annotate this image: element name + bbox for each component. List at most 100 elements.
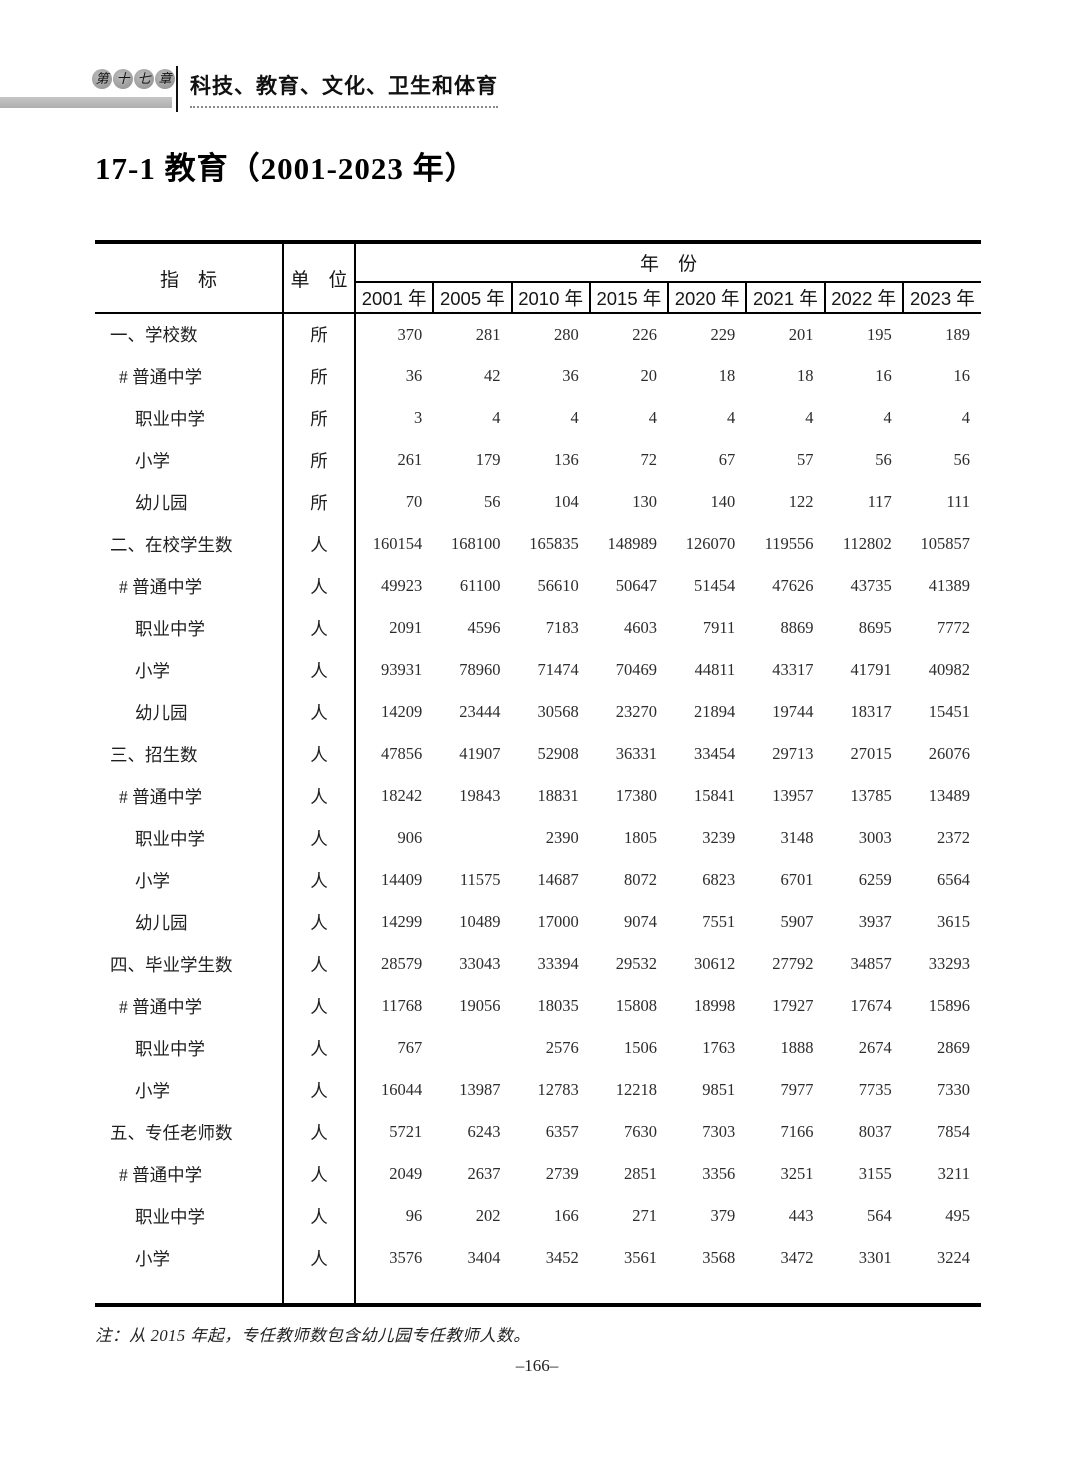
page-number: –166–: [515, 1356, 559, 1375]
row-indicator: 职业中学: [95, 1027, 284, 1069]
row-value: 4: [961, 408, 971, 427]
row-unit: 人: [283, 1027, 356, 1069]
row-value: 126070: [685, 534, 736, 553]
row-unit: 所: [283, 313, 356, 355]
row-value: 19744: [772, 702, 814, 721]
row-value: 7183: [545, 618, 579, 637]
row-value: 906: [397, 828, 423, 847]
row-value: 17380: [615, 786, 657, 805]
row-value: 3003: [858, 828, 892, 847]
row-value: 9851: [702, 1080, 736, 1099]
row-value: 56: [953, 450, 971, 469]
row-value: 15896: [928, 996, 971, 1015]
row-value: 15841: [694, 786, 736, 805]
row-value: 13785: [850, 786, 892, 805]
row-value: 57: [797, 450, 814, 469]
row-value: 6823: [702, 870, 736, 889]
row-value: 7854: [937, 1122, 971, 1141]
row-value: 72: [640, 450, 658, 469]
row-value: 41389: [928, 576, 971, 595]
row-value: 4596: [467, 618, 501, 637]
row-indicator: # 普通中学: [95, 1153, 284, 1195]
row-value: 261: [397, 450, 423, 469]
row-value: 3: [414, 408, 423, 427]
row-unit: 人: [283, 859, 356, 901]
row-value: 3211: [937, 1164, 971, 1183]
row-value: 18: [718, 366, 736, 385]
row-value: 5721: [389, 1122, 423, 1141]
row-indicator: 五、专任老师数: [95, 1111, 284, 1153]
row-value: 56: [875, 450, 892, 469]
col-header-year: 2001 年: [355, 282, 434, 314]
row-indicator: 幼儿园: [95, 691, 284, 733]
row-value: 3568: [702, 1248, 736, 1267]
row-value: 4: [492, 408, 501, 427]
chapter-divider: [176, 66, 178, 112]
row-value: 78960: [459, 660, 501, 679]
table-row: 小学人 93931 78960 71474 70469 44811 43317 41791 40…: [95, 649, 981, 691]
row-unit: 人: [283, 523, 356, 565]
row-indicator: 二、在校学生数: [95, 523, 284, 565]
row-value: 2739: [545, 1164, 579, 1183]
row-value: 34857: [850, 954, 892, 973]
table-row: # 普通中学人 18242 19843 18831 17380 15841 13957 137…: [95, 775, 981, 817]
row-value: 160154: [372, 534, 423, 553]
row-value: 16044: [381, 1080, 423, 1099]
row-value: 8695: [858, 618, 892, 637]
row-value: 33394: [537, 954, 579, 973]
row-value: 12218: [615, 1080, 657, 1099]
row-unit: 人: [283, 985, 356, 1027]
row-value: [433, 817, 511, 859]
row-value: 136: [554, 450, 579, 469]
row-value: 202: [475, 1206, 501, 1225]
row-value: 23444: [459, 702, 501, 721]
row-value: 14409: [381, 870, 423, 889]
row-value: 7911: [702, 618, 736, 637]
row-value: 36: [562, 366, 579, 385]
row-unit: 人: [283, 649, 356, 691]
row-value: 6701: [780, 870, 814, 889]
row-value: 18242: [381, 786, 423, 805]
row-value: 13957: [772, 786, 814, 805]
row-unit: 人: [283, 775, 356, 817]
row-value: 6357: [545, 1122, 579, 1141]
row-value: 41791: [850, 660, 892, 679]
table-row: # 普通中学所 36 42 36 20 18 18 16 16: [95, 355, 981, 397]
row-value: 3472: [780, 1248, 814, 1267]
row-value: 15451: [928, 702, 971, 721]
table-row: 幼儿园所 70 56 104 130 140 122 117 111: [95, 481, 981, 523]
year-header-row: 2001 年 2005 年 2010 年 2015 年 2020 年 2021 年 2022…: [95, 282, 982, 314]
row-unit: 人: [283, 1195, 356, 1237]
page-title: 17-1 教育（2001-2023 年）: [95, 151, 477, 186]
row-value: 33293: [928, 954, 971, 973]
row-value: 7735: [858, 1080, 892, 1099]
row-value: 15808: [615, 996, 657, 1015]
row-value: 8869: [780, 618, 814, 637]
row-indicator: 幼儿园: [95, 901, 284, 943]
table-row: 五、专任老师数人 5721 6243 6357 7630 7303 7166 8037 7854: [95, 1111, 981, 1153]
header-row-top: 指 标 单 位 年 份: [95, 242, 982, 314]
row-value: 29532: [615, 954, 657, 973]
row-value: 4: [648, 408, 657, 427]
row-value: 7630: [624, 1122, 657, 1141]
row-unit: 所: [283, 397, 356, 439]
row-value: 9074: [624, 912, 657, 931]
row-value: 229: [710, 324, 736, 344]
table-row: 职业中学人 96 202 166 271 379 443 564 495: [95, 1195, 981, 1237]
table-row: 小学人 16044 13987 12783 12218 9851 7977 7735 7330: [95, 1069, 981, 1111]
row-value: 19843: [459, 786, 501, 805]
row-value: 3615: [937, 912, 971, 931]
row-value: 271: [632, 1206, 657, 1225]
row-value: 21894: [694, 702, 736, 721]
row-value: 280: [554, 324, 579, 344]
row-value: 14687: [537, 870, 579, 889]
row-value: 42: [484, 366, 501, 385]
spacer-cell: [95, 1279, 284, 1305]
col-header-year: 2010 年: [510, 282, 590, 314]
row-value: 2049: [389, 1164, 423, 1183]
row-value: 3452: [545, 1248, 579, 1267]
row-unit: 人: [283, 1237, 356, 1279]
row-value: 19056: [459, 996, 501, 1015]
spacer-cell: [283, 1279, 356, 1305]
table-row: 幼儿园人 14209 23444 30568 23270 21894 19744 18317 1…: [95, 691, 981, 733]
